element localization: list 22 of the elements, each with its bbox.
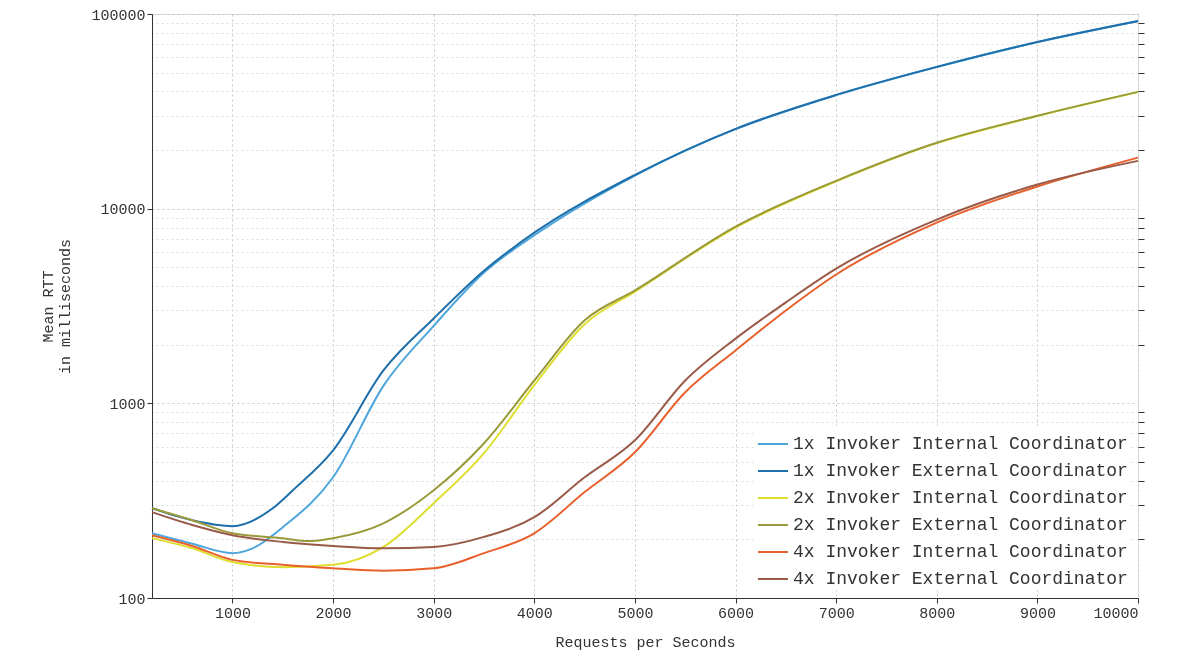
x-tick-label: 3000 — [416, 605, 453, 623]
legend-label: 4x Invoker Internal Coordinator — [793, 542, 1128, 562]
x-tick-label: 2000 — [315, 605, 352, 623]
legend-label: 1x Invoker Internal Coordinator — [793, 434, 1128, 454]
x-tick-label: 7000 — [818, 605, 855, 623]
x-tick-label: 6000 — [718, 605, 755, 623]
y-tick-label: 100000 — [91, 7, 146, 25]
x-tick-label: 1000 — [214, 605, 251, 623]
x-tick-label: 8000 — [919, 605, 956, 623]
x-tick-label: 4000 — [516, 605, 553, 623]
legend-label: 2x Invoker Internal Coordinator — [793, 488, 1128, 508]
x-tick-label: 9000 — [1019, 605, 1056, 623]
y-tick-label: 100 — [118, 591, 146, 609]
y-tick-label: 10000 — [100, 202, 146, 220]
legend-label: 4x Invoker External Coordinator — [793, 569, 1128, 589]
legend-label: 2x Invoker External Coordinator — [793, 515, 1128, 535]
x-tick-label: 5000 — [617, 605, 654, 623]
legend-label: 1x Invoker External Coordinator — [793, 461, 1128, 481]
x-tick-label: 10000 — [1093, 605, 1139, 623]
y-tick-label: 1000 — [109, 396, 146, 414]
y-axis-title: Mean RTT in milliseconds — [41, 238, 76, 375]
x-axis-title: Requests per Seconds — [555, 634, 736, 652]
